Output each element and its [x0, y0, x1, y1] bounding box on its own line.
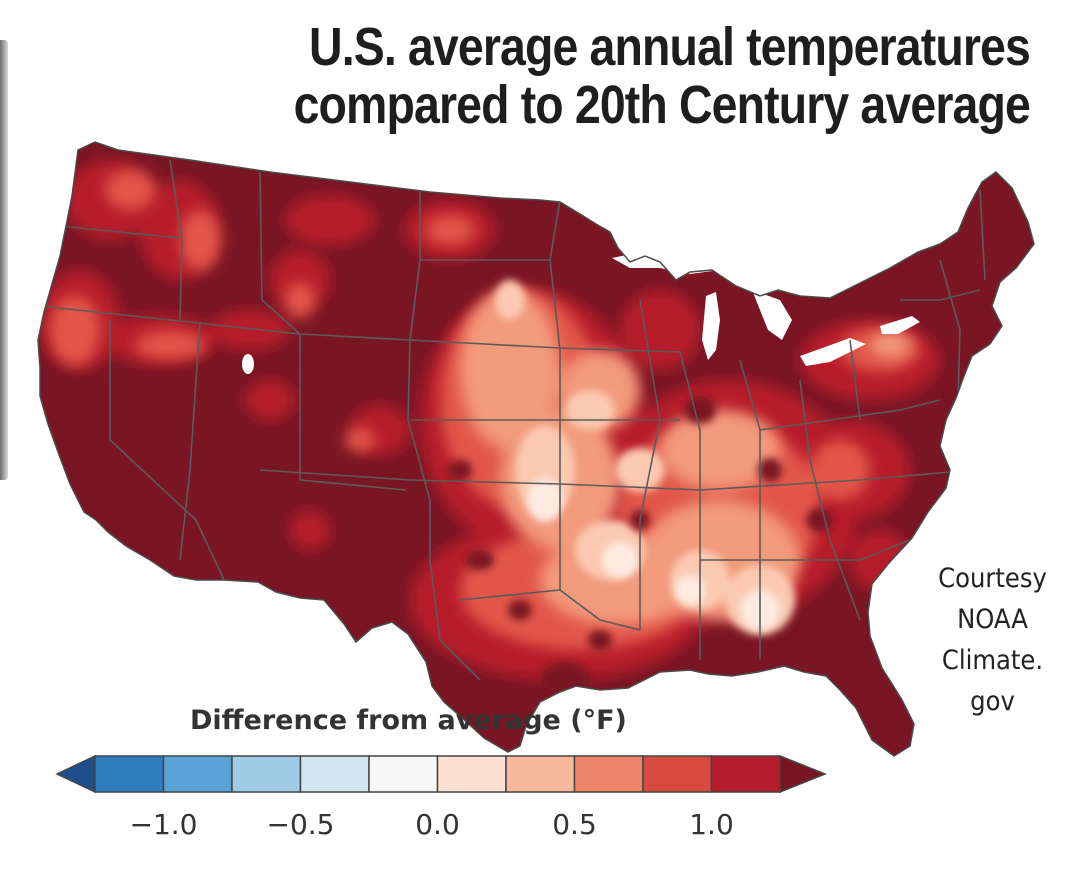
- colorbar-bin: [231, 755, 302, 793]
- legend-title: Difference from average (°F): [190, 705, 627, 736]
- page-edge-shadow: [0, 40, 8, 480]
- credit-text: Courtesy NOAA Climate. gov: [920, 558, 1065, 722]
- colorbar-tick-label: −1.0: [129, 808, 198, 841]
- page-title: U.S. average annual temperatures compare…: [144, 17, 1031, 135]
- colorbar-tick-label: −0.5: [266, 808, 335, 841]
- credit-line-1: Courtesy: [938, 563, 1047, 594]
- colorbar-bin: [368, 755, 439, 793]
- colorbar-under-arrow: [55, 754, 96, 794]
- colorbar-bin: [642, 755, 713, 793]
- colorbar-over-arrow: [779, 754, 828, 794]
- colorbar-tick-label: 0.0: [415, 808, 460, 841]
- credit-line-3: Climate.: [941, 645, 1044, 676]
- colorbar-bin: [710, 755, 781, 793]
- title-line-2: compared to 20th Century average: [293, 75, 1031, 135]
- title-line-1: U.S. average annual temperatures: [309, 17, 1031, 77]
- credit-line-2: NOAA: [957, 604, 1028, 635]
- credit-line-4: gov: [970, 686, 1015, 717]
- colorbar-bin: [573, 755, 644, 793]
- colorbar-bin: [299, 755, 370, 793]
- colorbar-tick-label: 0.5: [552, 808, 597, 841]
- colorbar-bin: [436, 755, 507, 793]
- colorbar-bin: [505, 755, 576, 793]
- colorbar-bin: [94, 755, 165, 793]
- legend-colorbar: [55, 754, 828, 794]
- colorbar-tick-label: 1.0: [689, 808, 734, 841]
- colorbar-bin: [162, 755, 233, 793]
